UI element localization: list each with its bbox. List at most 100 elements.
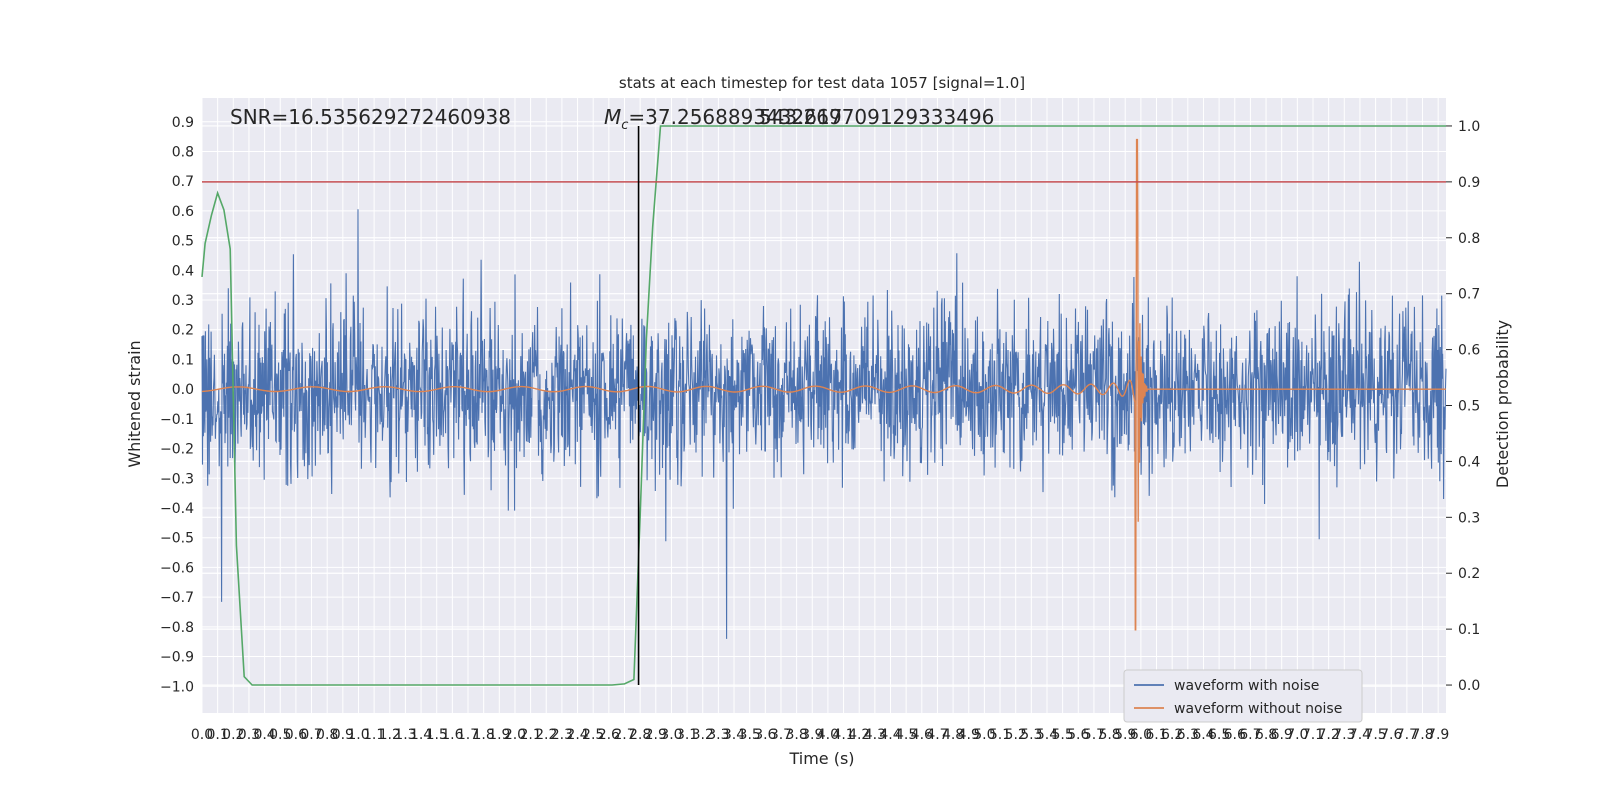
y-tick-label-left: −1.0 — [160, 679, 194, 695]
y-tick-label-right: 0.0 — [1458, 678, 1480, 694]
y-tick-label-left: −0.6 — [160, 560, 194, 576]
x-tick-label: 5.5 — [1051, 727, 1073, 743]
x-tick-label: 0.0 — [191, 727, 213, 743]
x-tick-label: 6.3 — [1177, 727, 1199, 743]
x-tick-label: 7.1 — [1302, 727, 1324, 743]
x-tick-label: 6.0 — [1130, 727, 1152, 743]
y-tick-label-left: −0.7 — [160, 590, 194, 606]
y-axis-label-right: Detection probability — [1493, 320, 1512, 488]
x-tick-label: 2.5 — [582, 727, 604, 743]
y-tick-label-left: 0.1 — [172, 352, 194, 368]
series-detection-probability — [201, 125, 1446, 686]
x-tick-label: 1.0 — [347, 727, 369, 743]
x-tick-label: 7.4 — [1349, 727, 1371, 743]
snr-annotation: SNR=16.535629272460938 — [230, 105, 511, 129]
x-tick-label: 5.0 — [973, 727, 995, 743]
y-tick-label-right: 0.8 — [1458, 231, 1480, 247]
x-tick-label: 1.7 — [457, 727, 479, 743]
x-tick-label: 4.5 — [895, 727, 917, 743]
y-tick-label-right: 0.5 — [1458, 399, 1480, 415]
x-tick-label: 2.3 — [551, 727, 573, 743]
x-tick-label: 1.9 — [488, 727, 510, 743]
x-tick-label: 0.5 — [269, 727, 291, 743]
series-waveform-with-noise — [201, 209, 1447, 639]
legend: waveform with noise waveform without noi… — [1123, 669, 1363, 723]
x-tick-label: 4.1 — [832, 727, 854, 743]
x-tick-label: 4.2 — [848, 727, 870, 743]
mc-annotation: Mc=37.2568893432617 — [604, 105, 842, 133]
y-tick-label-left: −0.2 — [160, 442, 194, 458]
y-tick-label-left: −0.1 — [160, 412, 194, 428]
x-tick-label: 0.6 — [285, 727, 307, 743]
x-tick-label: 7.0 — [1286, 727, 1308, 743]
y-tick-label-right: 0.9 — [1458, 175, 1480, 191]
x-tick-label: 6.6 — [1224, 727, 1246, 743]
y-tick-label-left: 0.3 — [172, 293, 194, 309]
x-axis-label: Time (s) — [788, 749, 854, 768]
clean-waveform-line — [202, 138, 1446, 631]
x-tick-label: 3.2 — [692, 727, 714, 743]
detection-probability-line — [201, 125, 1446, 686]
x-tick-label: 5.2 — [1005, 727, 1027, 743]
y-tick-label-left: 0.4 — [172, 263, 194, 279]
x-tick-label: 1.4 — [410, 727, 432, 743]
x-tick-label: 3.8 — [785, 727, 807, 743]
y-tick-label-left: 0.5 — [172, 234, 194, 250]
x-tick-label: 0.2 — [222, 727, 244, 743]
x-tick-label: 1.2 — [379, 727, 401, 743]
x-tick-label: 4.4 — [879, 727, 901, 743]
noise-waveform-line — [201, 209, 1447, 639]
x-tick-label: 0.9 — [332, 727, 354, 743]
x-tick-label: 6.9 — [1271, 727, 1293, 743]
x-tick-label: 2.8 — [629, 727, 651, 743]
y-tick-label-right: 0.7 — [1458, 287, 1480, 303]
y-tick-label-left: −0.8 — [160, 620, 194, 636]
x-tick-label: 3.3 — [707, 727, 729, 743]
x-tick-label: 5.7 — [1083, 727, 1105, 743]
series-waveform-without-noise — [202, 138, 1446, 631]
x-tick-label: 4.7 — [926, 727, 948, 743]
x-tick-label: 0.4 — [253, 727, 275, 743]
x-tick-label: 7.3 — [1333, 727, 1355, 743]
legend-label-noise: waveform with noise — [1174, 678, 1319, 694]
y-axis-label-left: Whitened strain — [125, 340, 144, 467]
axis-ticks: 0.00.10.20.30.40.50.60.70.80.91.01.11.21… — [160, 115, 1480, 743]
x-tick-label: 3.6 — [754, 727, 776, 743]
y-tick-label-left: −0.4 — [160, 501, 194, 517]
x-tick-label: 2.6 — [598, 727, 620, 743]
y-tick-label-left: 0.2 — [172, 323, 194, 339]
x-tick-label: 4.6 — [911, 727, 933, 743]
x-tick-label: 5.3 — [1020, 727, 1042, 743]
y-tick-label-left: −0.3 — [160, 471, 194, 487]
y-tick-label-right: 0.6 — [1458, 343, 1480, 359]
x-tick-label: 3.5 — [739, 727, 761, 743]
x-tick-label: 7.8 — [1411, 727, 1433, 743]
x-tick-label: 2.2 — [535, 727, 557, 743]
legend-label-clean: waveform without noise — [1174, 701, 1342, 717]
x-tick-label: 5.8 — [1098, 727, 1120, 743]
x-tick-label: 4.8 — [942, 727, 964, 743]
reference-lines — [202, 125, 1446, 686]
x-tick-label: 5.9 — [1114, 727, 1136, 743]
x-tick-label: 7.9 — [1427, 727, 1449, 743]
y-tick-label-right: 0.4 — [1458, 454, 1480, 470]
x-tick-label: 3.0 — [660, 727, 682, 743]
x-tick-label: 7.6 — [1380, 727, 1402, 743]
x-tick-label: 6.8 — [1255, 727, 1277, 743]
x-tick-label: 3.4 — [723, 727, 745, 743]
x-tick-label: 2.0 — [504, 727, 526, 743]
y-tick-label-right: 0.2 — [1458, 566, 1480, 582]
x-tick-label: 1.8 — [473, 727, 495, 743]
mc-subscript: c — [621, 118, 628, 133]
mc-symbol: M — [604, 105, 621, 129]
x-tick-label: 2.1 — [519, 727, 541, 743]
x-tick-label: 3.9 — [801, 727, 823, 743]
x-tick-label: 5.4 — [1036, 727, 1058, 743]
x-tick-label: 5.6 — [1067, 727, 1089, 743]
y-tick-label-right: 1.0 — [1458, 119, 1480, 135]
x-tick-label: 2.4 — [566, 727, 588, 743]
x-tick-label: 1.5 — [426, 727, 448, 743]
x-tick-label: 0.8 — [316, 727, 338, 743]
y-tick-label-left: −0.9 — [160, 650, 194, 666]
x-tick-label: 6.5 — [1208, 727, 1230, 743]
